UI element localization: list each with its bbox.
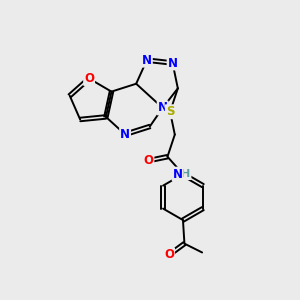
Text: S: S: [166, 105, 174, 118]
Text: O: O: [84, 72, 94, 85]
Text: N: N: [173, 168, 183, 181]
Text: O: O: [164, 248, 174, 261]
Text: N: N: [142, 54, 152, 67]
Text: N: N: [120, 128, 130, 141]
Text: N: N: [158, 101, 168, 114]
Text: O: O: [143, 154, 153, 167]
Text: N: N: [168, 56, 178, 70]
Text: H: H: [181, 169, 190, 179]
